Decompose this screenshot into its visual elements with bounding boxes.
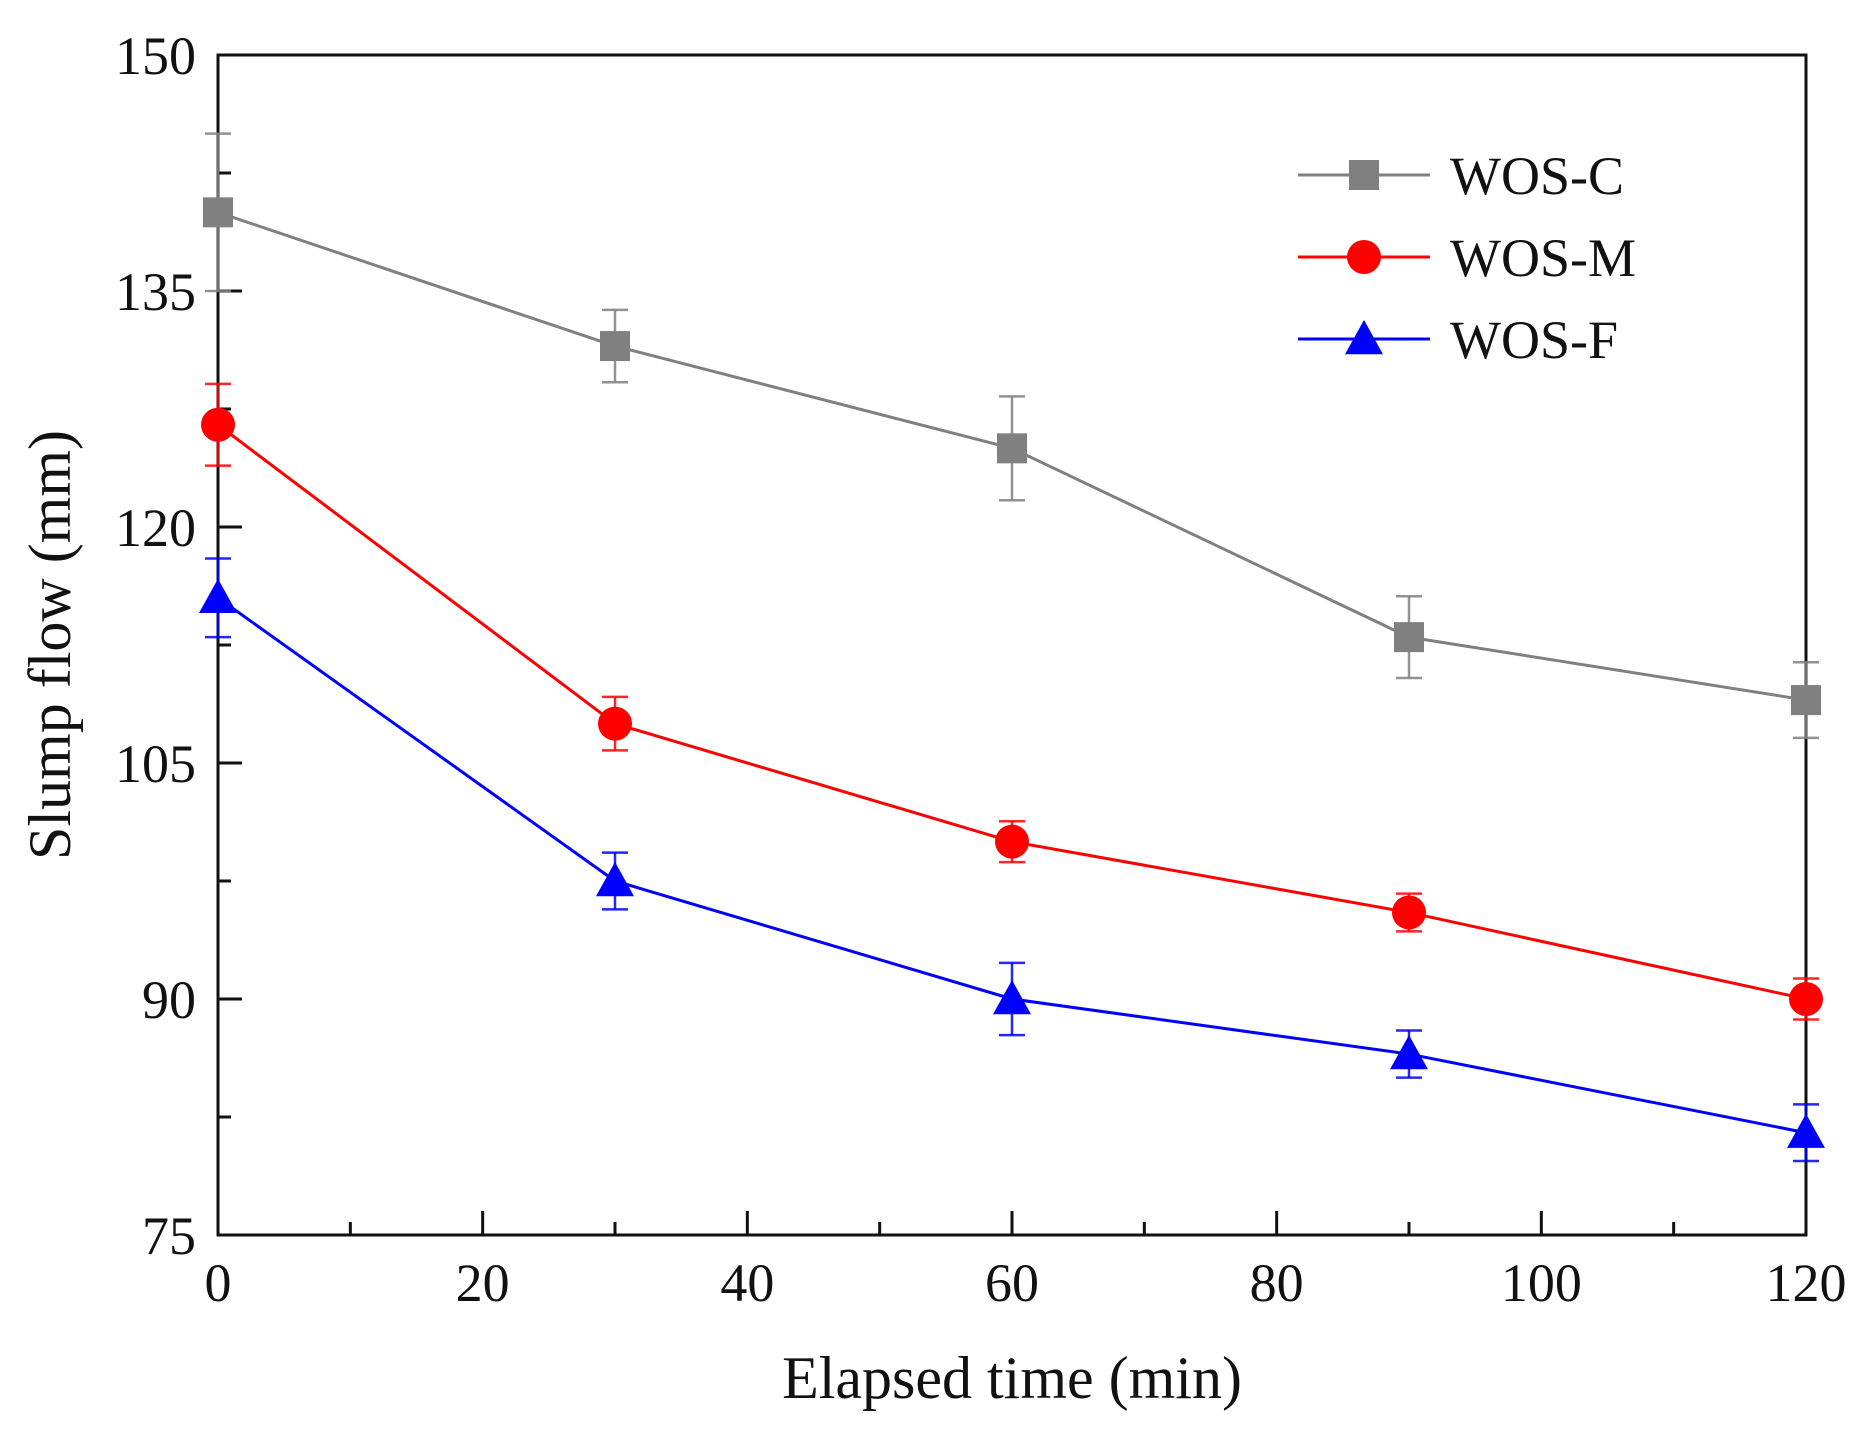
data-point-wos-m [995,824,1029,859]
y-tick-label: 135 [115,262,196,322]
y-tick-label: 105 [115,734,196,794]
data-point-wos-f [1390,1035,1428,1070]
legend-label-wos-f: WOS-F [1450,310,1618,370]
data-point-wos-f [1787,1113,1825,1148]
data-point-wos-c [1394,622,1424,653]
y-tick-label: 120 [115,498,196,558]
data-point-wos-c [600,331,630,362]
data-point-wos-c [997,433,1027,464]
data-point-wos-c [203,197,233,228]
x-tick-label: 100 [1501,1253,1582,1313]
x-tick-label: 120 [1766,1253,1847,1313]
legend-label-wos-m: WOS-M [1450,228,1636,288]
y-tick-label: 150 [115,26,196,86]
x-tick-label: 20 [456,1253,510,1313]
legend-label-wos-c: WOS-C [1450,146,1624,206]
legend-marker-wos-m [1347,240,1381,274]
y-axis-title: Slump flow (mm) [17,430,83,860]
axes-layer: 0 20 40 60 80 100 120 75 90 105 120 135 150 [115,26,1847,1313]
data-point-wos-m [598,706,632,741]
data-point-wos-f [199,578,237,613]
x-axis-title: Elapsed time (min) [782,1345,1242,1411]
data-point-wos-f [993,980,1031,1015]
legend-marker-wos-f [1345,320,1383,355]
data-point-wos-m [1789,982,1823,1016]
x-tick-label: 80 [1250,1253,1304,1313]
x-tick-label: 0 [205,1253,232,1313]
y-tick-label: 75 [142,1206,196,1266]
markers-layer [199,197,1825,1148]
series-line-wos-m [217,423,1807,1001]
data-point-wos-f [596,862,634,897]
series-line-wos-f [217,596,1807,1135]
x-tick-label: 40 [720,1253,774,1313]
y-tick-label: 90 [142,970,196,1030]
data-point-wos-m [1392,895,1426,930]
x-tick-label: 60 [985,1253,1039,1313]
legend: WOS-C WOS-M WOS-F [1298,146,1636,370]
data-point-wos-c [1791,685,1821,716]
data-point-wos-m [201,407,235,442]
legend-marker-wos-c [1349,160,1379,190]
